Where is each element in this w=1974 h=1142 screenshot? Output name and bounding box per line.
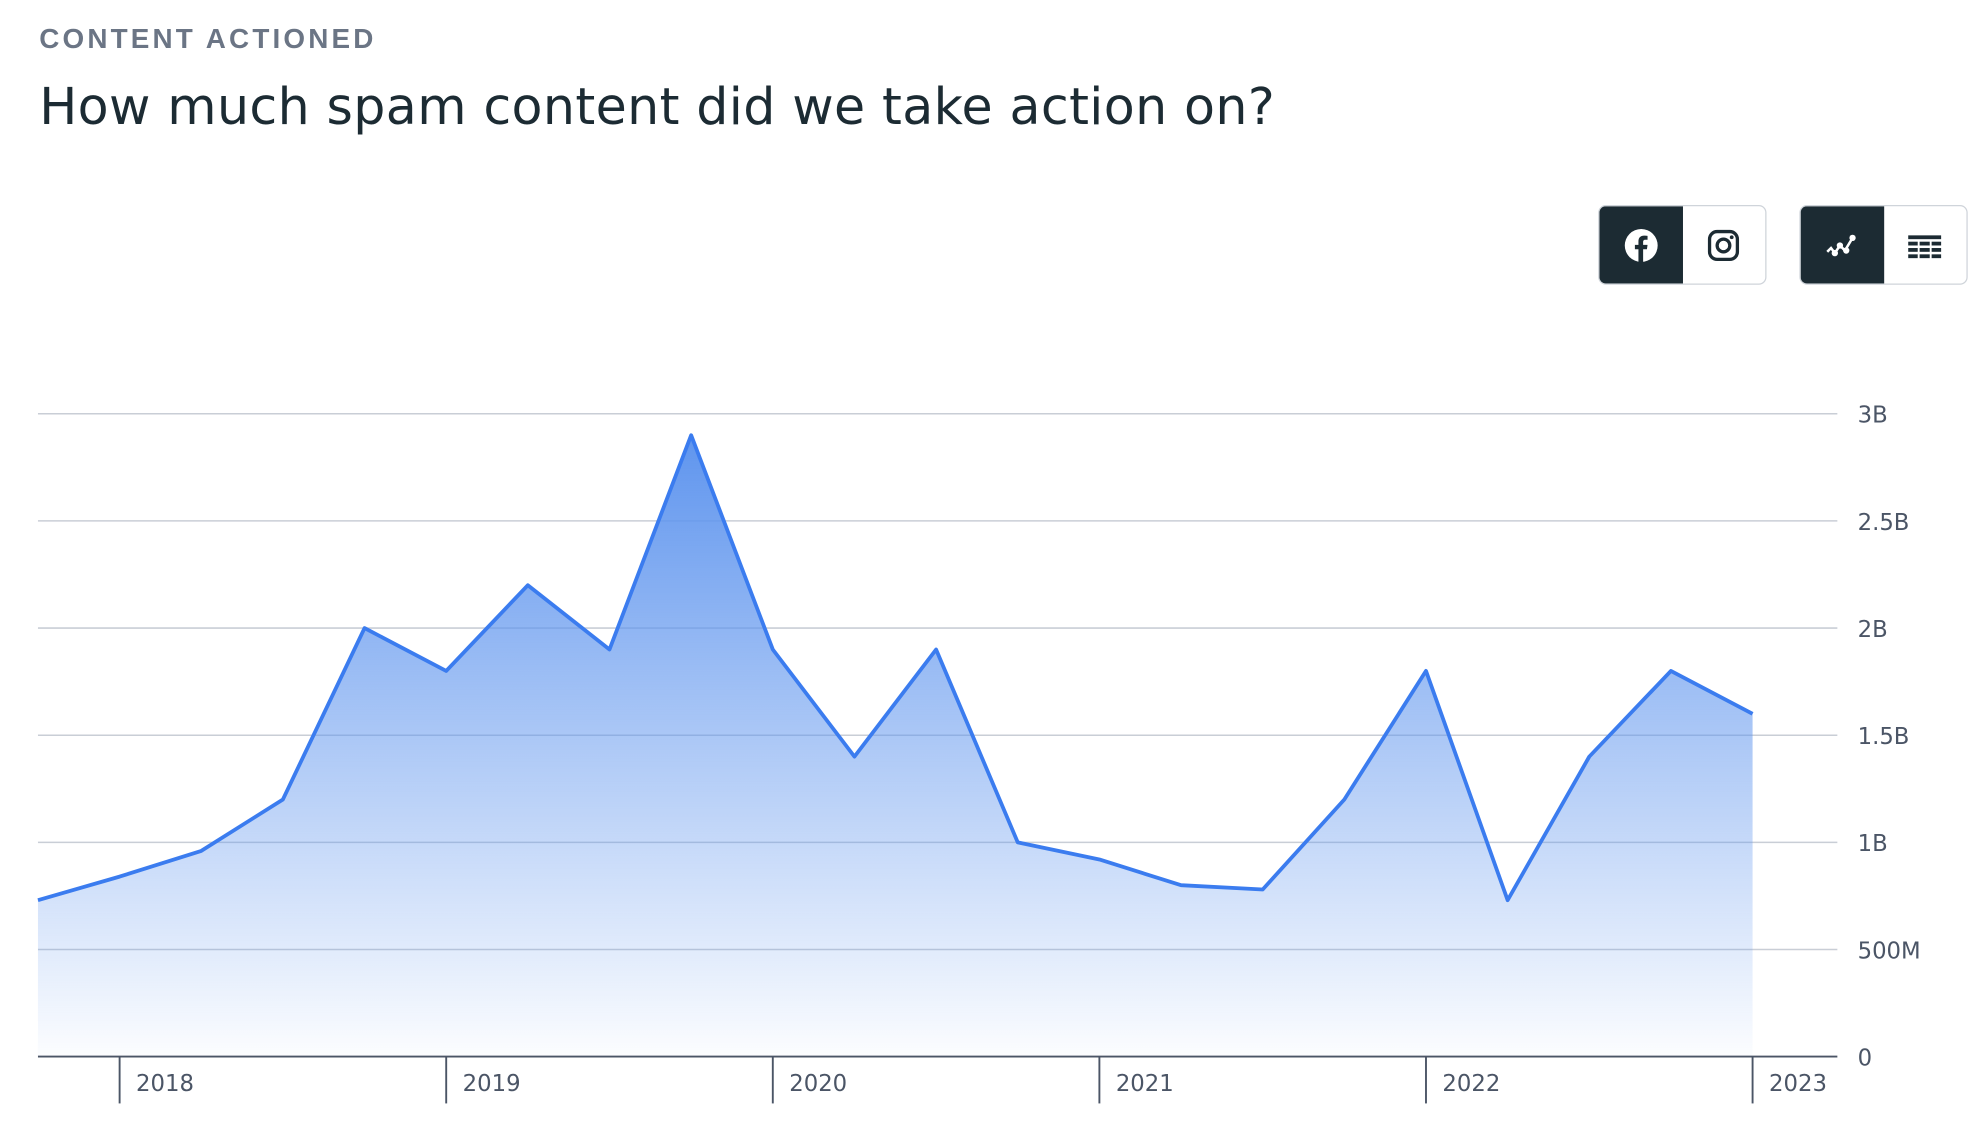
x-tick-label: 2018 [136, 1071, 194, 1097]
line-chart-icon [1826, 234, 1856, 256]
platform-toggle [1598, 204, 1767, 285]
y-tick-label: 2.5B [1858, 510, 1910, 536]
instagram-button[interactable] [1682, 206, 1765, 283]
x-tick-label: 2022 [1442, 1071, 1500, 1097]
x-tick-label: 2019 [463, 1071, 521, 1097]
y-tick-label: 1.5B [1858, 724, 1910, 750]
instagram-icon [1708, 229, 1740, 261]
facebook-button[interactable] [1599, 206, 1683, 284]
page-title: How much spam content did we take action… [39, 78, 1276, 137]
y-tick-label: 500M [1858, 938, 1921, 964]
table-view-button[interactable] [1884, 206, 1967, 283]
view-toggle [1799, 204, 1968, 285]
table-icon [1908, 234, 1942, 258]
y-tick-label: 1B [1858, 831, 1888, 857]
chart-view-button[interactable] [1800, 206, 1884, 284]
facebook-icon [1624, 228, 1658, 262]
x-tick-label: 2021 [1116, 1071, 1174, 1097]
y-tick-label: 3B [1858, 403, 1888, 429]
y-tick-label: 0 [1858, 1045, 1872, 1071]
y-tick-label: 2B [1858, 617, 1888, 643]
x-tick-label: 2020 [789, 1071, 847, 1097]
area-fill [37, 435, 1753, 1057]
x-tick-label: 2023 [1769, 1071, 1827, 1097]
series-line [37, 433, 1754, 903]
section-eyebrow: CONTENT ACTIONED [39, 22, 377, 55]
